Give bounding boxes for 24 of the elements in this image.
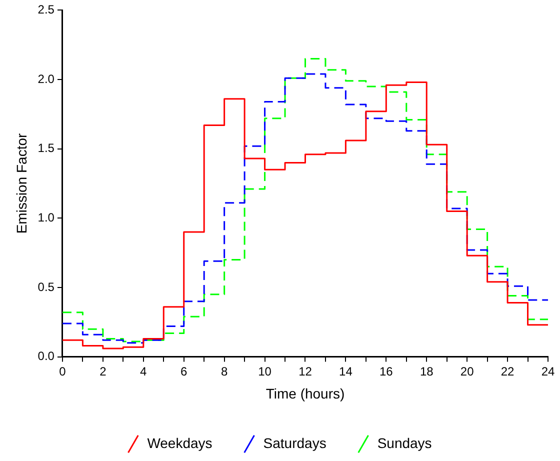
x-tick-label: 18: [420, 364, 434, 378]
x-tick-label: 4: [140, 364, 148, 378]
x-tick-label: 14: [339, 364, 353, 378]
x-tick-label: 6: [180, 364, 188, 378]
y-axis-title: Emission Factor: [13, 132, 30, 234]
x-tick-label: 24: [541, 364, 555, 378]
x-tick-label: 0: [59, 364, 66, 378]
y-tick-label: 1.5: [38, 141, 55, 156]
x-tick-label: 10: [258, 364, 272, 378]
x-axis-title: Time (hours): [266, 385, 345, 402]
x-tick-label: 16: [379, 364, 394, 378]
x-tick-label: 2: [100, 364, 107, 378]
x-tick-label: 22: [500, 364, 515, 378]
y-tick-label: 2.5: [38, 2, 55, 17]
y-tick-label: 2.0: [38, 72, 55, 86]
x-tick-label: 8: [220, 364, 228, 378]
legend-label: Saturdays: [263, 434, 326, 451]
x-tick-label: 12: [298, 364, 312, 378]
y-tick-label: 0.5: [38, 280, 55, 294]
y-tick-label: 1.0: [38, 210, 55, 224]
y-tick-label: 0.0: [38, 349, 55, 364]
legend-label: Weekdays: [147, 434, 212, 451]
x-tick-label: 20: [460, 364, 474, 378]
legend-label: Sundays: [377, 434, 432, 451]
